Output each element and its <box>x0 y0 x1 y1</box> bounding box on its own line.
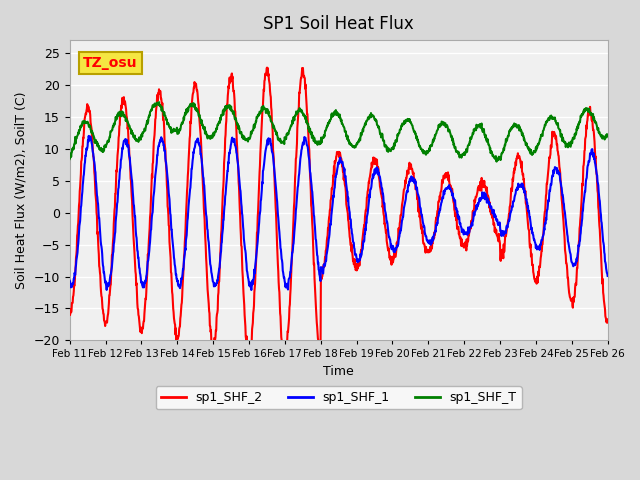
X-axis label: Time: Time <box>323 365 354 378</box>
Title: SP1 Soil Heat Flux: SP1 Soil Heat Flux <box>263 15 414 33</box>
Text: TZ_osu: TZ_osu <box>83 56 138 70</box>
Y-axis label: Soil Heat Flux (W/m2), SoilT (C): Soil Heat Flux (W/m2), SoilT (C) <box>15 92 28 289</box>
Legend: sp1_SHF_2, sp1_SHF_1, sp1_SHF_T: sp1_SHF_2, sp1_SHF_1, sp1_SHF_T <box>156 386 522 409</box>
